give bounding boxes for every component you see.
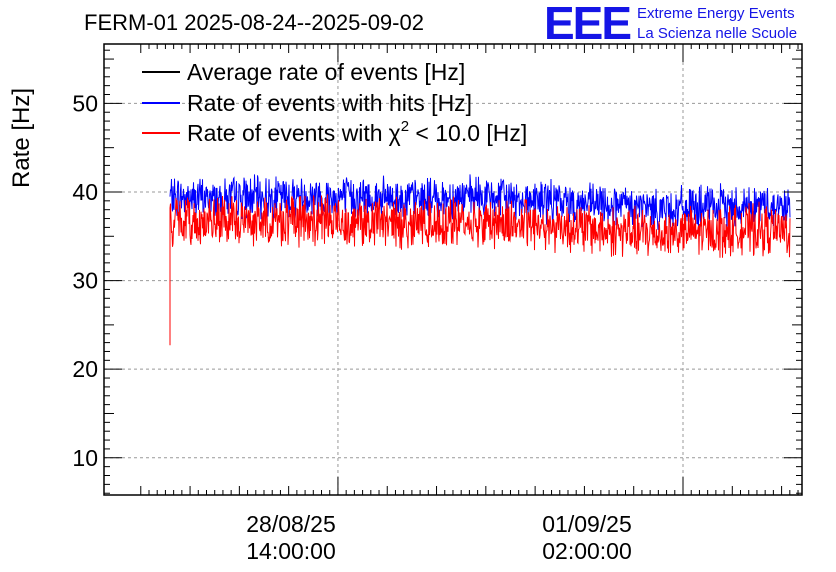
- y-tick-label: 30: [72, 268, 98, 294]
- legend-chi2-symbol: χ: [389, 120, 401, 146]
- legend-chi2-suffix: < 10.0 [Hz]: [409, 120, 527, 146]
- y-tick-label: 40: [72, 179, 98, 205]
- legend: Average rate of events [Hz] Rate of even…: [142, 59, 527, 146]
- y-tick-label: 20: [72, 356, 98, 382]
- x-tick-date: 28/08/25: [246, 511, 336, 537]
- org-line-2: La Scienza nelle Scuole: [637, 25, 798, 42]
- legend-chi2-exponent: 2: [401, 118, 409, 135]
- x-tick-time: 02:00:00: [542, 538, 632, 564]
- x-tick-label-0: 28/08/25 14:00:00: [211, 511, 371, 565]
- legend-label-chi2: Rate of events with χ2 < 10.0 [Hz]: [187, 118, 527, 146]
- x-tick-time: 14:00:00: [246, 538, 336, 564]
- eee-logo: EEE: [544, 0, 632, 49]
- series-hits-line: [169, 174, 791, 230]
- legend-label-hits: Rate of events with hits [Hz]: [187, 90, 472, 116]
- chart-title: FERM-01 2025-08-24--2025-09-02: [84, 10, 424, 35]
- y-axis-title: Rate [Hz]: [4, 88, 40, 188]
- y-axis-title-text: Rate [Hz]: [8, 87, 35, 189]
- org-name: Extreme Energy Events La Scienza nelle S…: [637, 4, 797, 44]
- x-tick-label-1: 01/09/25 02:00:00: [507, 511, 667, 565]
- y-tick-label: 50: [72, 90, 98, 116]
- legend-chi2-prefix: Rate of events with: [187, 120, 383, 146]
- org-line-1: Extreme Energy Events: [637, 5, 795, 22]
- y-tick-label: 10: [72, 445, 98, 471]
- axis-ticks: 10 20 30 40 50: [72, 44, 802, 495]
- series-layer: [169, 174, 791, 346]
- x-tick-date: 01/09/25: [542, 511, 632, 537]
- legend-label-average: Average rate of events [Hz]: [187, 59, 465, 85]
- series-chi2-line: [169, 194, 791, 346]
